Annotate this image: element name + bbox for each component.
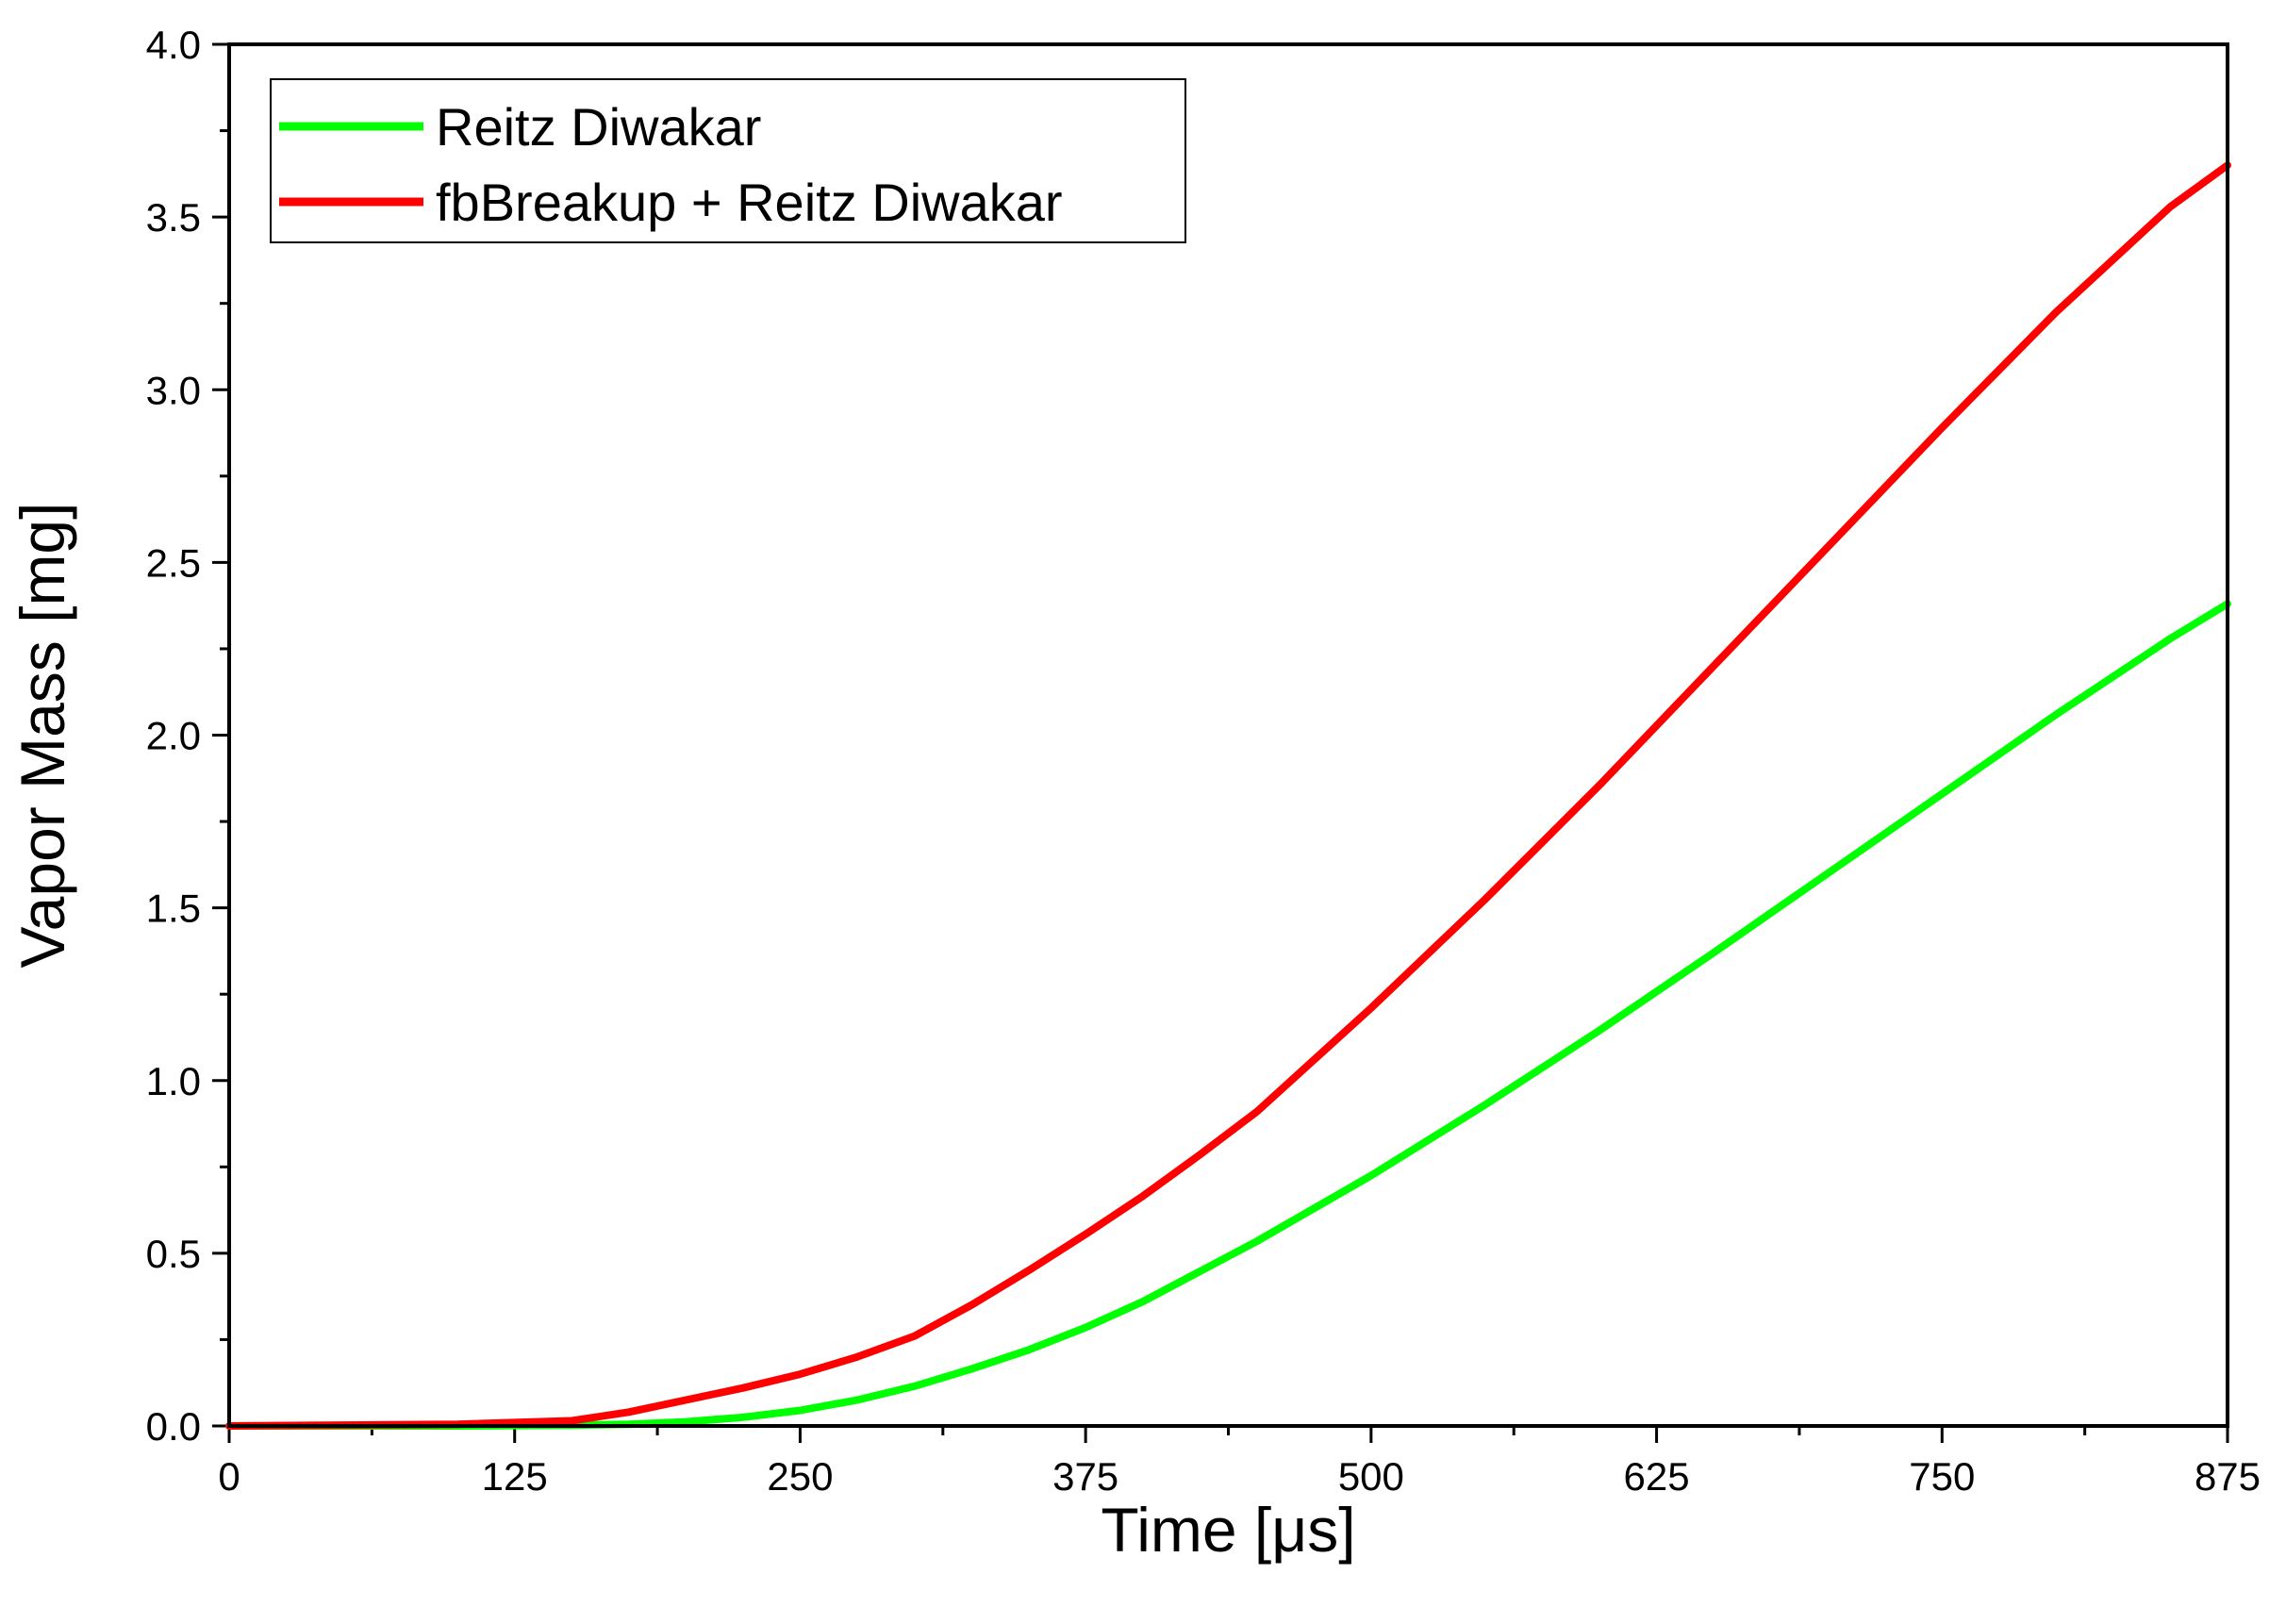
tick-labels: 0 125 250 375 500 625 750 875 0.0 0.5 1.0 1.5 2.0 2.5… [146, 23, 2261, 1499]
y-tick-label: 4.0 [146, 23, 201, 67]
x-tick-label: 750 [1909, 1454, 1975, 1499]
legend-label-fbbreakup-reitz-diwakar: fbBreakup + Reitz Diwakar [436, 173, 1063, 232]
series-lines [225, 161, 2231, 1430]
y-tick-label: 1.0 [146, 1059, 201, 1103]
x-axis-title: Time [μs] [1101, 1495, 1355, 1565]
x-tick-label: 375 [1052, 1454, 1118, 1499]
x-tick-label: 125 [482, 1454, 548, 1499]
x-tick-label: 0 [218, 1454, 240, 1499]
x-tick-label: 875 [2195, 1454, 2261, 1499]
series-line-1 [225, 161, 2231, 1430]
y-axis-title: Vapor Mass [mg] [8, 503, 77, 969]
plot-frame [227, 42, 2229, 1428]
y-tick-label: 3.0 [146, 368, 201, 412]
y-tick-label: 1.5 [146, 887, 201, 931]
y-tick-label: 3.5 [146, 195, 201, 240]
legend-box [270, 78, 1186, 243]
series-line-0 [225, 600, 2231, 1430]
axis-ticks [212, 42, 2229, 1443]
y-tick-label: 2.0 [146, 714, 201, 758]
y-tick-label: 2.5 [146, 540, 201, 585]
y-tick-label: 0.5 [146, 1232, 201, 1276]
x-tick-label: 500 [1338, 1454, 1404, 1499]
legend-label-reitz-diwakar: Reitz Diwakar [436, 97, 761, 157]
x-tick-label: 625 [1624, 1454, 1690, 1499]
x-tick-label: 250 [767, 1454, 833, 1499]
legend: Reitz Diwakar fbBreakup + Reitz Diwakar [270, 78, 1186, 243]
y-tick-label: 0.0 [146, 1404, 201, 1449]
